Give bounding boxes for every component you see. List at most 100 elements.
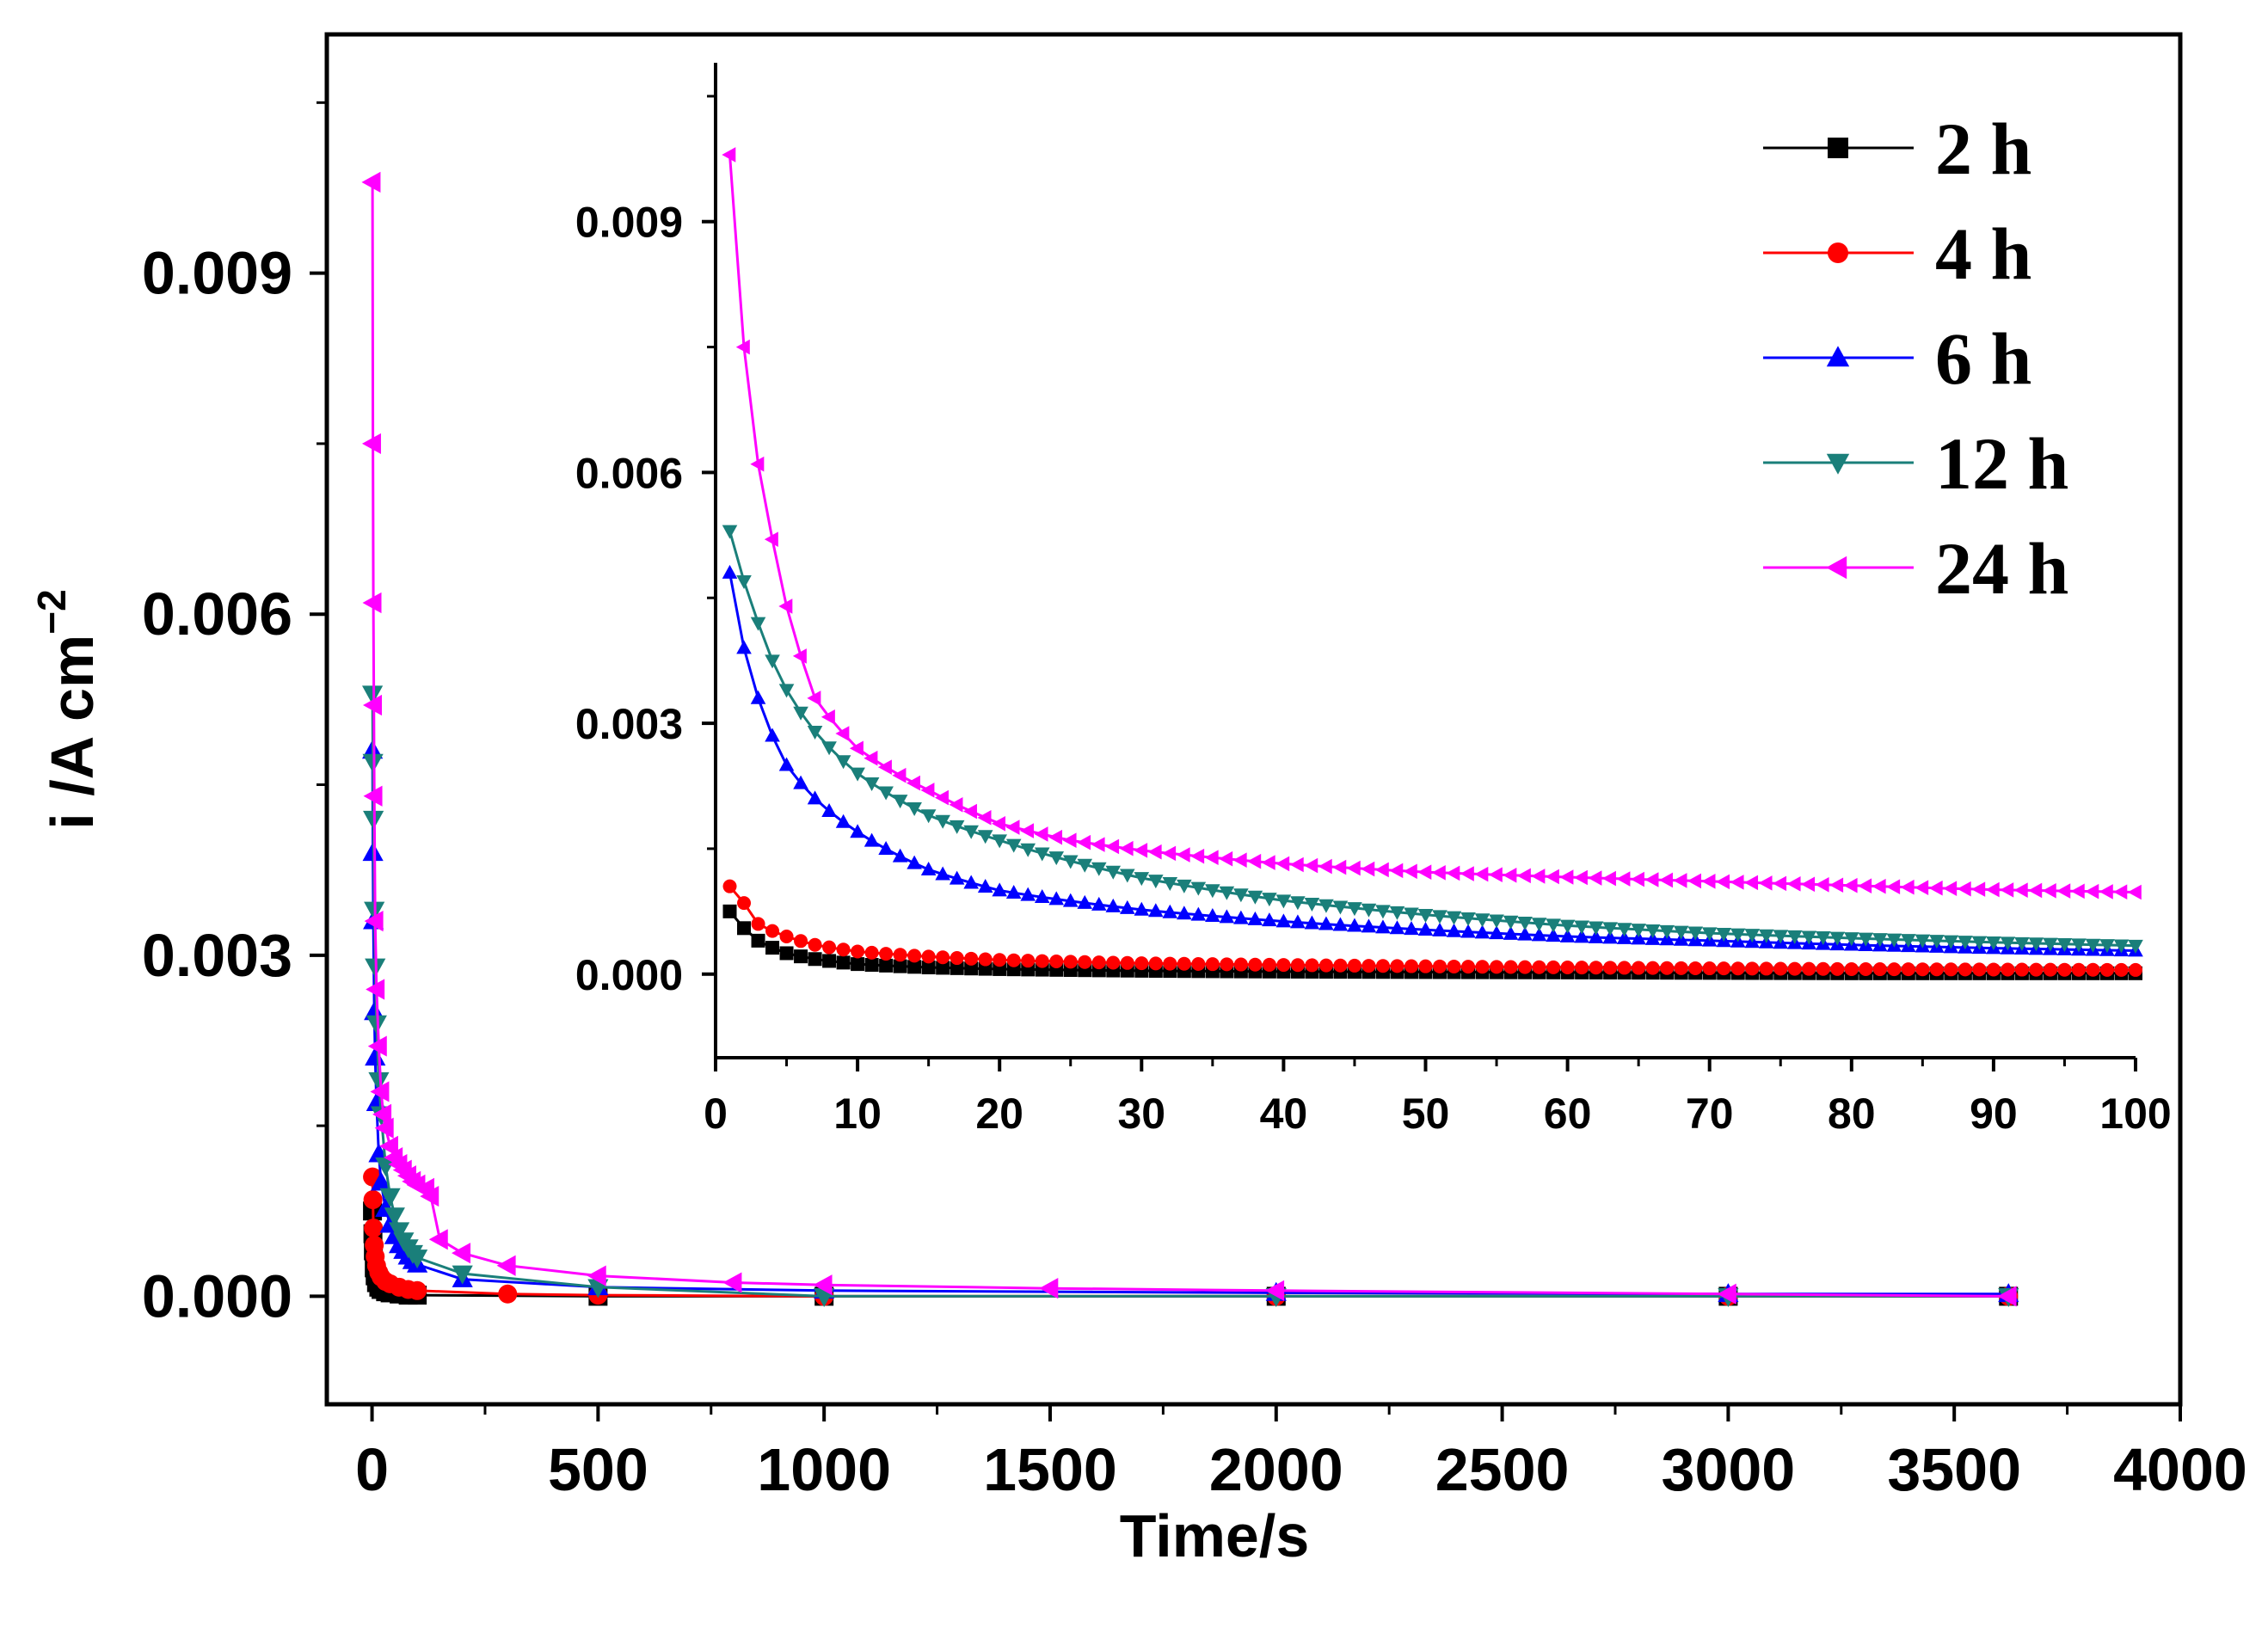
inset-point-s1-86 [1944, 962, 1958, 977]
inset-point-s1-58 [1546, 960, 1561, 974]
inset-point-s1-63 [1617, 961, 1632, 975]
inset-point-s4-65 [1644, 872, 1659, 887]
inset-point-s3-87 [1958, 936, 1973, 950]
inset-point-s4-84 [1915, 880, 1929, 896]
inset-point-s2-6 [807, 790, 823, 805]
inset-point-s2-28 [1119, 899, 1135, 914]
inset-point-s4-83 [1900, 879, 1915, 895]
inset-point-s3-7 [821, 741, 837, 756]
inset-point-s3-76 [1801, 930, 1817, 945]
inset-point-s4-41 [1304, 857, 1318, 874]
inset-point-s0-7 [822, 954, 837, 968]
inset-point-s2-38 [1262, 912, 1277, 927]
main-point-s4-26 [1039, 1278, 1059, 1299]
inset-point-s1-34 [1205, 957, 1220, 972]
inset-point-s3-40 [1290, 896, 1306, 911]
inset-point-s4-1 [735, 339, 750, 355]
inset-point-s4-88 [1971, 881, 1986, 897]
main-point-s4-8 [370, 1081, 390, 1102]
inset-point-s4-94 [2056, 883, 2071, 899]
inset-point-s4-2 [750, 456, 765, 472]
inset-point-s4-10 [864, 750, 878, 766]
inset-point-s4-92 [2028, 882, 2043, 899]
inset-y-tick-label-1: 0.003 [575, 700, 683, 748]
inset-point-s1-43 [1333, 958, 1348, 973]
inset-point-s3-16 [949, 820, 965, 834]
main-x-tick-label-7: 3500 [1887, 1436, 2021, 1503]
inset-point-s4-4 [778, 599, 793, 614]
inset-point-s1-26 [1091, 955, 1106, 970]
inset-point-s3-23 [1048, 851, 1065, 866]
inset-point-s3-14 [920, 809, 937, 824]
inset-point-s1-71 [1730, 961, 1745, 976]
inset-point-s2-11 [878, 840, 894, 855]
inset-point-s3-5 [793, 706, 808, 721]
inset-point-s2-15 [935, 866, 950, 881]
inset-point-s1-4 [779, 930, 794, 944]
inset-point-s4-21 [1020, 823, 1035, 838]
inset-point-s3-66 [1659, 924, 1675, 939]
inset-point-s4-44 [1346, 860, 1361, 876]
inset-point-s2-23 [1048, 891, 1065, 906]
inset-point-s2-27 [1105, 898, 1122, 912]
legend-marker-2 [1826, 346, 1850, 367]
main-point-s3-11 [388, 1222, 410, 1242]
inset-point-s3-77 [1815, 931, 1831, 946]
inset-point-s2-49 [1417, 922, 1434, 936]
inset-point-s4-51 [1446, 865, 1460, 881]
main-x-tick-label-3: 1500 [983, 1436, 1117, 1503]
legend: 2 h 4 h 6 h 12 h 24 h [1763, 107, 2068, 610]
inset-point-s0-11 [879, 958, 894, 973]
inset-point-s1-97 [2099, 962, 2114, 977]
inset-point-s0-12 [893, 959, 907, 973]
inset-point-s2-53 [1474, 924, 1490, 939]
inset-point-s1-88 [1972, 962, 1987, 977]
inset-point-s1-7 [822, 940, 837, 955]
inset-point-s1-28 [1120, 955, 1134, 970]
main-point-s4-6 [366, 979, 385, 1000]
main-point-s4-5 [364, 911, 384, 932]
inset-point-s4-98 [2113, 884, 2128, 900]
inset-point-s4-35 [1219, 850, 1233, 867]
inset-point-s1-10 [864, 945, 879, 960]
inset-point-s1-17 [964, 951, 979, 966]
inset-point-s4-28 [1119, 840, 1134, 856]
inset-point-s2-59 [1559, 928, 1576, 942]
inset-point-s1-56 [1518, 960, 1533, 974]
inset-point-s1-75 [1787, 961, 1802, 976]
inset-point-s3-42 [1318, 899, 1334, 913]
inset-point-s1-85 [1929, 962, 1944, 977]
inset-point-s2-36 [1233, 910, 1249, 924]
inset-point-s1-66 [1660, 961, 1675, 975]
inset-point-s3-18 [977, 830, 993, 844]
inset-point-s3-1 [736, 575, 752, 590]
inset-point-s1-13 [907, 949, 922, 963]
inset-point-s1-49 [1418, 959, 1433, 973]
inset-point-s2-39 [1275, 913, 1292, 928]
inset-point-s1-83 [1901, 962, 1915, 977]
inset-point-s3-15 [935, 814, 950, 829]
inset-point-s4-17 [962, 803, 977, 820]
inset-point-s2-34 [1205, 908, 1220, 923]
main-point-s3-8 [375, 1157, 396, 1177]
inset-x-tick-label-3: 30 [1117, 1090, 1165, 1138]
inset-point-s1-8 [836, 942, 851, 957]
inset-point-s3-11 [878, 786, 894, 801]
inset-point-s3-97 [2099, 939, 2115, 954]
inset-point-s4-23 [1048, 829, 1063, 845]
inset-point-s4-60 [1573, 869, 1588, 886]
inset-point-s4-55 [1503, 867, 1517, 883]
main-point-s1-1 [363, 1190, 383, 1210]
inset-point-s4-22 [1034, 826, 1048, 842]
inset-point-s3-82 [1886, 933, 1902, 948]
inset-y-tick-label-0: 0.000 [575, 951, 683, 999]
inset-point-s4-90 [2000, 882, 2014, 898]
main-point-s1-13 [498, 1284, 518, 1304]
inset-point-s1-21 [1021, 954, 1036, 968]
inset-x-tick-label-1: 10 [833, 1090, 882, 1138]
main-point-s4-29 [1997, 1286, 2017, 1307]
inset-point-s1-62 [1603, 961, 1618, 975]
inset-point-s4-50 [1431, 864, 1446, 881]
inset-point-s1-2 [751, 917, 765, 931]
inset-point-s4-89 [1985, 881, 2000, 898]
